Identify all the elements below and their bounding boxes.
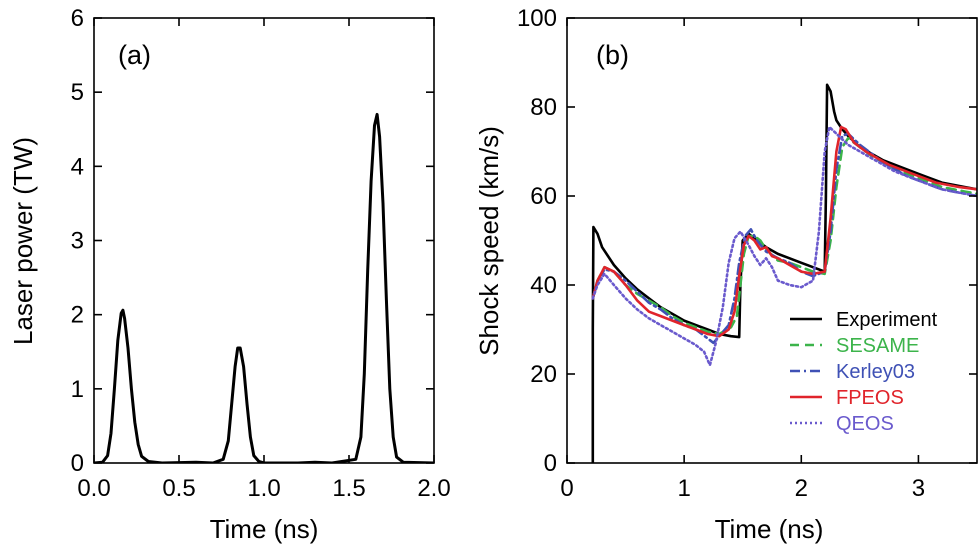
legend-label-qeos: QEOS bbox=[836, 413, 894, 435]
legend-label-kerley03: Kerley03 bbox=[836, 361, 915, 383]
panel-a-y-axis-label: Laser power (TW) bbox=[8, 137, 38, 345]
legend-label-fpeos: FPEOS bbox=[836, 387, 904, 409]
x-tick-label: 0 bbox=[560, 475, 573, 502]
panel-b-x-axis-label: Time (ns) bbox=[715, 514, 824, 544]
x-tick-label: 1 bbox=[677, 475, 690, 502]
x-tick-label: 2 bbox=[795, 475, 808, 502]
panel-0-series-0-line bbox=[94, 112, 434, 463]
y-tick-label: 5 bbox=[71, 79, 84, 106]
panel-a-tag: (a) bbox=[118, 40, 151, 70]
y-tick-label: 20 bbox=[530, 361, 557, 388]
y-tick-label: 1 bbox=[71, 376, 84, 403]
panel-a-series-layer bbox=[94, 112, 434, 463]
panel-a-ticks-layer: 0.0 0.5 1.0 1.5 2.0 0 1 2 3 4 5 6 bbox=[71, 5, 451, 502]
x-tick-label: 0.5 bbox=[162, 475, 195, 502]
panel-b-ticks-layer: 0 1 2 3 0 20 40 60 80 100 bbox=[517, 5, 977, 502]
y-tick-label: 3 bbox=[71, 228, 84, 255]
panel-1-series-qeos-line bbox=[591, 125, 977, 367]
x-tick-label: 2.0 bbox=[417, 475, 450, 502]
panel-b-legend: Experiment SESAME Kerley03 FPEOS QEOS bbox=[790, 309, 938, 435]
y-tick-label: 60 bbox=[530, 183, 557, 210]
y-tick-label: 4 bbox=[71, 153, 84, 180]
panel-a-laser-power: 0.0 0.5 1.0 1.5 2.0 0 1 2 3 4 5 6 (a) Time (ns) Las… bbox=[8, 5, 451, 544]
x-tick-label: 1.5 bbox=[332, 475, 365, 502]
x-tick-label: 3 bbox=[912, 475, 925, 502]
panel-b-tag: (b) bbox=[596, 40, 629, 70]
y-tick-label: 6 bbox=[71, 5, 84, 32]
panel-b-series-layer bbox=[591, 83, 977, 463]
panel-b-shock-speed: 0 1 2 3 0 20 40 60 80 100 (b) Time (ns) Shock spe… bbox=[474, 5, 978, 544]
panel-b-plot-frame bbox=[566, 17, 978, 464]
y-tick-label: 40 bbox=[530, 272, 557, 299]
y-tick-label: 0 bbox=[71, 450, 84, 477]
panel-1-series-experiment-line bbox=[591, 83, 977, 463]
panel-a-x-axis-label: Time (ns) bbox=[210, 514, 319, 544]
y-tick-label: 100 bbox=[517, 5, 557, 32]
panel-b-y-axis-label: Shock speed (km/s) bbox=[474, 126, 504, 356]
x-tick-label: 1.0 bbox=[247, 475, 280, 502]
panel-1-series-fpeos-line bbox=[591, 125, 977, 338]
legend-label-sesame: SESAME bbox=[836, 335, 919, 357]
y-tick-label: 2 bbox=[71, 302, 84, 329]
y-tick-label: 0 bbox=[544, 450, 557, 477]
x-tick-label: 0.0 bbox=[77, 475, 110, 502]
y-tick-label: 80 bbox=[530, 94, 557, 121]
panel-1-series-kerley03-line bbox=[591, 132, 977, 345]
legend-label-experiment: Experiment bbox=[836, 309, 938, 331]
